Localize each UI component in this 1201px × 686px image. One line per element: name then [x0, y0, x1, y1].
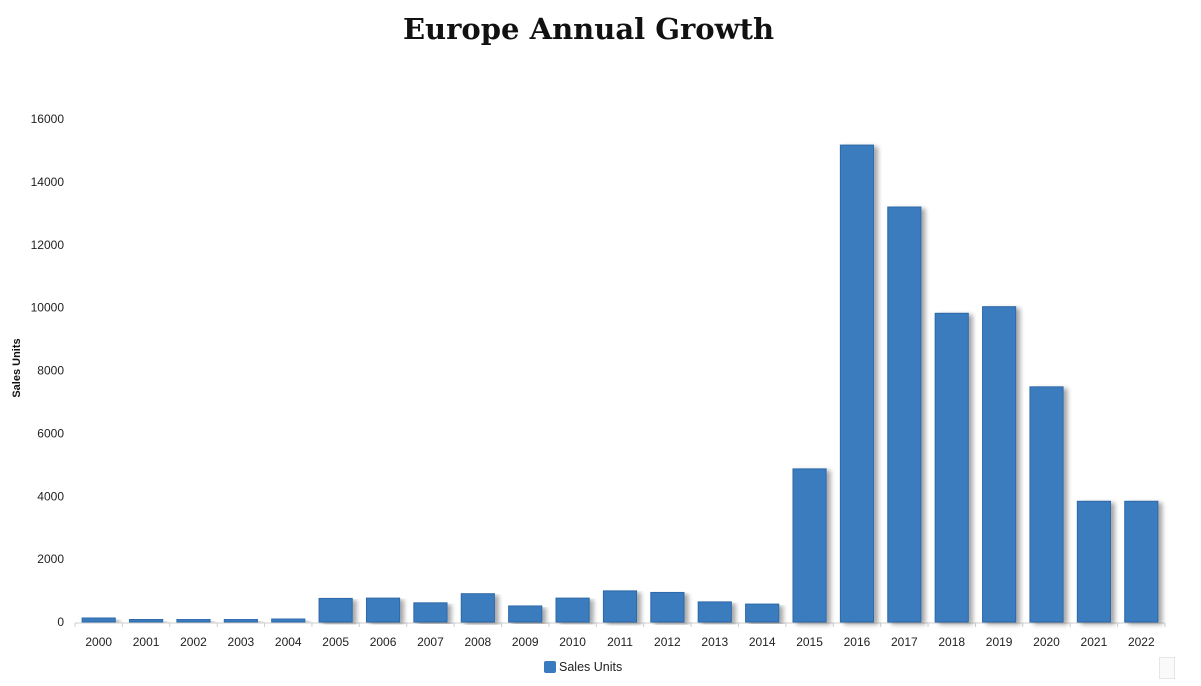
bar-2017[interactable]	[887, 206, 922, 623]
y-tick-label: 12000	[31, 238, 65, 252]
bar-2000[interactable]	[81, 617, 116, 623]
x-tick-label: 2008	[464, 635, 491, 649]
x-tick-label: 2006	[370, 635, 397, 649]
bar-2006[interactable]	[365, 597, 401, 623]
bar-2019[interactable]	[982, 306, 1017, 623]
x-tick-label: 2014	[749, 635, 776, 649]
legend: Sales Units	[544, 660, 622, 674]
bar-2022[interactable]	[1124, 500, 1159, 623]
x-tick-label: 2000	[85, 635, 112, 649]
y-tick-label: 0	[57, 615, 64, 629]
y-tick-label: 14000	[31, 175, 65, 189]
x-tick-label: 2001	[133, 635, 160, 649]
x-tick-label: 2020	[1033, 635, 1060, 649]
bar-2013[interactable]	[697, 601, 732, 623]
y-tick-label: 4000	[37, 489, 64, 503]
x-tick-label: 2011	[607, 635, 633, 649]
bar-2004[interactable]	[271, 618, 306, 623]
bar-2007[interactable]	[413, 602, 448, 623]
x-tick-label: 2015	[796, 635, 823, 649]
x-tick-label: 2022	[1128, 635, 1155, 649]
x-tick-label: 2021	[1081, 635, 1108, 649]
y-tick-label: 8000	[37, 364, 64, 378]
bar-2021[interactable]	[1076, 500, 1111, 623]
x-tick-label: 2002	[180, 635, 207, 649]
x-tick-label: 2019	[986, 635, 1013, 649]
bar-2015[interactable]	[792, 468, 827, 623]
x-tick-label: 2004	[275, 635, 302, 649]
bar-2011[interactable]	[602, 590, 638, 623]
y-tick-label: 10000	[31, 301, 65, 315]
bar-2010[interactable]	[555, 597, 590, 623]
x-tick-label: 2010	[559, 635, 586, 649]
bar-2003[interactable]	[223, 618, 258, 623]
bar-2012[interactable]	[650, 591, 685, 623]
x-tick-label: 2013	[701, 635, 728, 649]
bar-2009[interactable]	[508, 605, 543, 623]
bar-2005[interactable]	[318, 597, 353, 623]
x-tick-label: 2016	[844, 635, 871, 649]
y-tick-label: 2000	[37, 552, 64, 566]
x-tick-label: 2007	[417, 635, 444, 649]
bar-2016[interactable]	[839, 144, 875, 623]
y-axis-label: Sales Units	[11, 338, 23, 397]
x-tick-label: 2003	[228, 635, 255, 649]
legend-label: Sales Units	[559, 660, 622, 674]
legend-swatch	[544, 661, 556, 673]
bar-2018[interactable]	[934, 312, 969, 623]
x-tick-label: 2009	[512, 635, 539, 649]
x-tick-label: 2005	[322, 635, 349, 649]
bar-2014[interactable]	[745, 603, 780, 623]
x-tick-label: 2018	[938, 635, 965, 649]
x-tick-label: 2017	[891, 635, 918, 649]
scroll-corner	[1159, 657, 1175, 679]
bar-2002[interactable]	[176, 618, 211, 623]
y-tick-label: 6000	[37, 426, 64, 440]
y-tick-label: 16000	[31, 112, 65, 126]
bar-2001[interactable]	[129, 618, 164, 623]
bar-2020[interactable]	[1029, 386, 1064, 623]
x-tick-label: 2012	[654, 635, 681, 649]
chart-title: Europe Annual Growth	[402, 12, 775, 46]
bar-2008[interactable]	[460, 593, 495, 623]
